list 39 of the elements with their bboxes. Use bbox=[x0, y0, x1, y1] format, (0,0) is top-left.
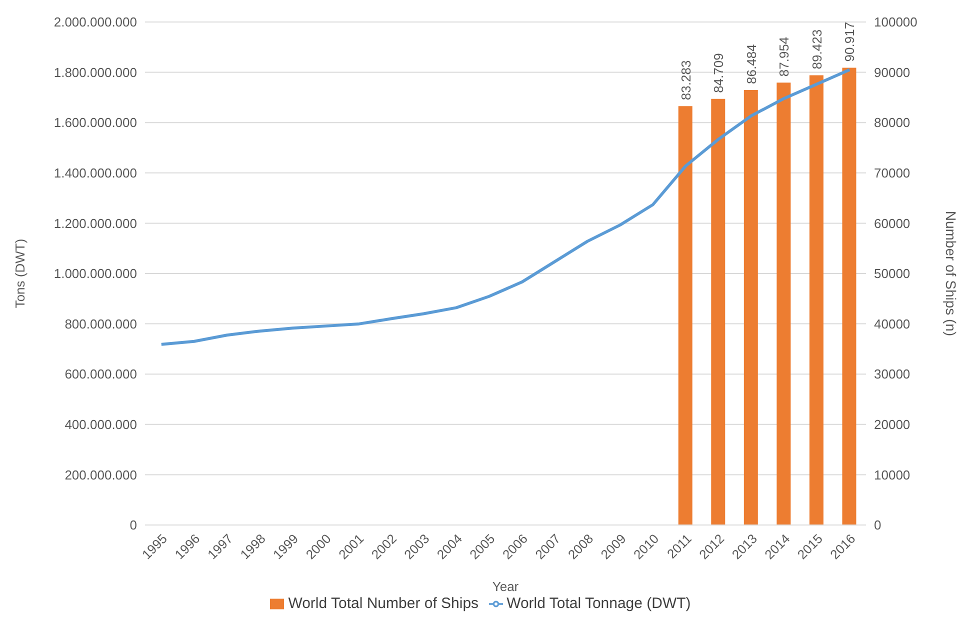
y2-tick-label: 100000 bbox=[874, 14, 918, 30]
y2-tick-label: 50000 bbox=[874, 266, 910, 282]
y-tick-label: 1.400.000.000 bbox=[54, 166, 137, 181]
bar bbox=[776, 82, 791, 525]
data-label: 86.484 bbox=[744, 44, 759, 84]
bar bbox=[744, 90, 758, 525]
y-tick-label: 800.000.000 bbox=[64, 316, 137, 332]
y2-tick-label: 60000 bbox=[874, 216, 910, 231]
data-label: 87.954 bbox=[776, 36, 792, 77]
y-tick-label: 200.000.000 bbox=[64, 467, 137, 482]
legend-label: World Total Tonnage (DWT) bbox=[506, 595, 691, 612]
y-tick-label: 1.200.000.000 bbox=[54, 216, 137, 231]
bar bbox=[809, 75, 824, 525]
y2-axis-title: Number of Ships (n) bbox=[943, 210, 960, 336]
data-label: 89.423 bbox=[809, 29, 824, 70]
y-tick-label: 0 bbox=[130, 518, 137, 533]
bar bbox=[842, 68, 856, 525]
y-tick-label: 1.600.000.000 bbox=[54, 115, 137, 130]
bar bbox=[678, 106, 692, 525]
y2-tick-label: 90000 bbox=[874, 64, 910, 80]
y-tick-label: 2.000.000.000 bbox=[54, 14, 137, 30]
y-tick-label: 600.000.000 bbox=[64, 366, 137, 382]
data-label: 84.709 bbox=[711, 53, 726, 93]
y2-tick-label: 30000 bbox=[874, 366, 910, 382]
legend-label: World Total Number of Ships bbox=[288, 595, 479, 612]
bar bbox=[711, 98, 726, 525]
x-axis-title: Year bbox=[492, 579, 520, 594]
y-axis-title: Tons (DWT) bbox=[12, 238, 28, 308]
y2-tick-label: 40000 bbox=[874, 316, 910, 332]
y2-tick-label: 80000 bbox=[874, 115, 910, 130]
data-label: 90.917 bbox=[842, 22, 858, 62]
data-label: 83.283 bbox=[678, 60, 694, 100]
y2-tick-label: 10000 bbox=[874, 467, 910, 482]
y2-tick-label: 70000 bbox=[874, 166, 910, 181]
y-tick-label: 400.000.000 bbox=[64, 417, 137, 432]
y-tick-label: 1.000.000.000 bbox=[54, 266, 137, 282]
y2-tick-label: 0 bbox=[874, 518, 882, 533]
y2-tick-label: 20000 bbox=[874, 417, 910, 432]
y-tick-label: 1.800.000.000 bbox=[54, 64, 137, 80]
